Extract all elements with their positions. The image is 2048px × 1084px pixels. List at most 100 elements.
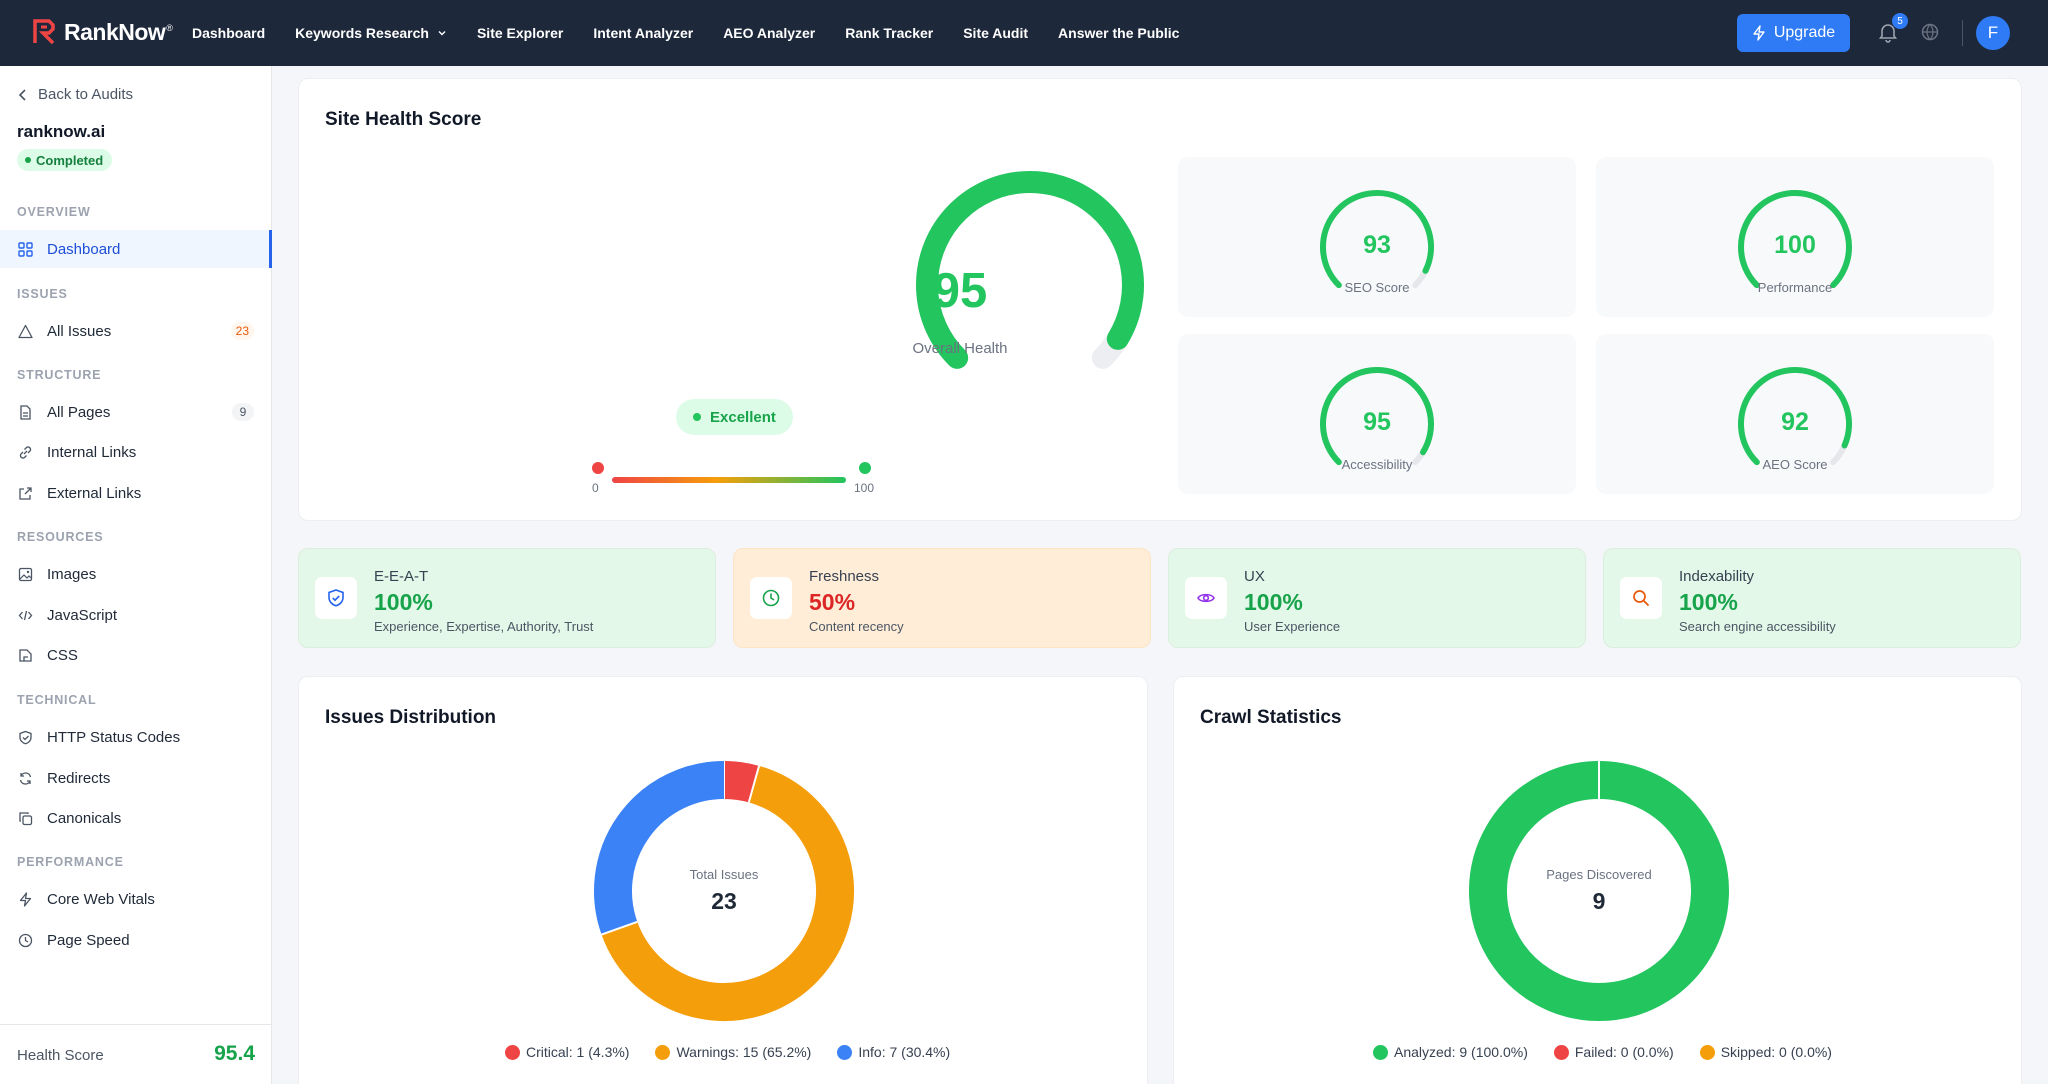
user-avatar[interactable]: F xyxy=(1976,16,2010,50)
site-health-card: Site Health Score 95 Overall Health Exce… xyxy=(298,78,2022,521)
lightning-icon xyxy=(1753,25,1765,41)
seo-score-value: 93 xyxy=(1363,231,1391,259)
sidebar-item-label: Redirects xyxy=(47,769,111,787)
nav-site-explorer[interactable]: Site Explorer xyxy=(476,25,564,41)
back-to-audits-link[interactable]: Back to Audits xyxy=(18,86,133,103)
health-rating-label: Excellent xyxy=(710,408,776,426)
globe-icon[interactable] xyxy=(1920,22,1940,42)
donut-slice-warnings[interactable] xyxy=(601,765,854,1021)
nav-keywords-research[interactable]: Keywords Research xyxy=(295,25,447,41)
nav-answer-the-public[interactable]: Answer the Public xyxy=(1058,25,1180,41)
sidebar-item-core-web-vitals[interactable]: Core Web Vitals xyxy=(0,880,272,918)
sidebar-item-label: CSS xyxy=(47,646,78,664)
section-structure: STRUCTURE xyxy=(17,368,102,382)
metric-title: UX xyxy=(1244,568,1265,585)
nav-intent-analyzer[interactable]: Intent Analyzer xyxy=(593,25,694,41)
bell-icon[interactable] xyxy=(1876,20,1900,44)
aeo-score-value: 92 xyxy=(1781,408,1809,436)
performance-score-gauge xyxy=(1738,189,1853,289)
ux-metric-card[interactable]: UX 100% User Experience xyxy=(1168,548,1586,648)
legend-swatch xyxy=(1553,1044,1569,1060)
donut-slice-info[interactable] xyxy=(594,761,725,935)
crawl-statistics-title: Crawl Statistics xyxy=(1200,707,1342,728)
sidebar-item-label: JavaScript xyxy=(47,606,118,624)
back-label: Back to Audits xyxy=(38,86,134,103)
code-icon xyxy=(18,610,33,620)
sidebar-item-all-pages[interactable]: All Pages 9 xyxy=(0,393,272,431)
legend-swatch xyxy=(1373,1044,1388,1060)
health-scale-bar xyxy=(612,477,846,483)
status-badge: Completed xyxy=(17,149,113,171)
sidebar-item-canonicals[interactable]: Canonicals xyxy=(0,799,272,837)
section-technical: TECHNICAL xyxy=(17,693,97,707)
legend-label: Skipped: 0 (0.0%) xyxy=(1720,1044,1832,1060)
upgrade-button[interactable]: Upgrade xyxy=(1737,14,1850,52)
overall-health-value: 95 xyxy=(932,264,988,318)
sidebar-item-label: HTTP Status Codes xyxy=(47,728,181,746)
sidebar-item-label: Canonicals xyxy=(47,809,122,827)
sidebar-item-css[interactable]: CSS xyxy=(0,636,272,674)
section-issues: ISSUES xyxy=(17,287,68,301)
sidebar-item-external-links[interactable]: External Links xyxy=(0,474,272,512)
sidebar-item-dashboard[interactable]: Dashboard xyxy=(0,230,272,268)
sidebar-item-label: Core Web Vitals xyxy=(47,890,155,908)
donut-slice-critical[interactable] xyxy=(723,761,760,803)
nav-aeo-analyzer[interactable]: AEO Analyzer xyxy=(723,25,816,41)
legend-swatch xyxy=(655,1044,671,1060)
health-rating-badge: Excellent xyxy=(676,399,793,435)
metric-description: Content recency xyxy=(809,619,904,634)
external-link-icon xyxy=(19,486,32,500)
issues-count-badge: 23 xyxy=(230,322,254,340)
sidebar-item-javascript[interactable]: JavaScript xyxy=(0,596,272,634)
metric-value: 50% xyxy=(809,589,856,615)
eeat-metric-card[interactable]: E-E-A-T 100% Experience, Expertise, Auth… xyxy=(298,548,716,648)
copy-icon xyxy=(19,811,33,825)
freshness-metric-card[interactable]: Freshness 50% Content recency xyxy=(733,548,1151,648)
scale-max-label: 100 xyxy=(854,481,875,495)
indexability-metric-card[interactable]: Indexability 100% Search engine accessib… xyxy=(1603,548,2021,648)
gauge-fill xyxy=(1320,189,1434,289)
legend-item-warnings[interactable]: Warnings: 15 (65.2%) xyxy=(655,1044,811,1060)
donut-separator xyxy=(601,920,638,936)
aeo-score-card: 92 AEO Score xyxy=(1596,334,1994,494)
clock-icon xyxy=(18,933,33,947)
metric-value: 100% xyxy=(1244,589,1303,615)
nav-dashboard[interactable]: Dashboard xyxy=(192,25,266,41)
ranknow-logo-icon xyxy=(33,19,55,45)
metric-description: User Experience xyxy=(1244,619,1341,634)
legend-label: Info: 7 (30.4%) xyxy=(858,1044,951,1060)
issues-center-value: 23 xyxy=(711,888,737,914)
legend-item-info[interactable]: Info: 7 (30.4%) xyxy=(837,1044,950,1060)
sidebar-item-redirects[interactable]: Redirects xyxy=(0,759,272,797)
sidebar-item-http-status-codes[interactable]: HTTP Status Codes xyxy=(0,718,272,756)
donut-slice-analyzed[interactable] xyxy=(1469,761,1729,1021)
sidebar-item-internal-links[interactable]: Internal Links xyxy=(0,433,272,471)
nav-site-audit[interactable]: Site Audit xyxy=(963,25,1029,41)
health-score-value: 95.4 xyxy=(214,1042,255,1065)
crawl-donut-chart xyxy=(1469,761,1729,1021)
sidebar-item-page-speed[interactable]: Page Speed xyxy=(0,921,272,959)
scale-min-label: 0 xyxy=(592,481,599,495)
legend-item-critical[interactable]: Critical: 1 (4.3%) xyxy=(505,1044,629,1060)
legend-item-analyzed[interactable]: Analyzed: 9 (100.0%) xyxy=(1373,1044,1528,1060)
performance-score-value: 100 xyxy=(1774,231,1816,259)
legend-item-failed[interactable]: Failed: 0 (0.0%) xyxy=(1553,1044,1674,1060)
brand-logo[interactable]: RankNow® xyxy=(32,18,173,46)
nav-rank-tracker[interactable]: Rank Tracker xyxy=(845,25,934,41)
brand-name: RankNow xyxy=(64,18,166,45)
legend-item-skipped[interactable]: Skipped: 0 (0.0%) xyxy=(1699,1044,1832,1060)
image-icon xyxy=(18,567,33,581)
main-nav: Dashboard Keywords Research Site Explore… xyxy=(192,0,1209,66)
lightning-icon xyxy=(19,891,32,907)
legend-swatch xyxy=(1699,1044,1715,1060)
issues-distribution-card: Issues Distribution Total Issues 23 Crit… xyxy=(298,676,1148,1084)
gauge-fill xyxy=(1320,366,1434,466)
health-score-footer: Health Score 95.4 xyxy=(0,1024,272,1084)
crawl-center-value: 9 xyxy=(1592,888,1606,914)
sidebar-item-all-issues[interactable]: All Issues 23 xyxy=(0,312,272,350)
sidebar-item-images[interactable]: Images xyxy=(0,555,272,593)
seo-score-card: 93 SEO Score xyxy=(1178,157,1576,317)
aeo-score-label: AEO Score xyxy=(1762,457,1828,472)
crawl-center-label: Pages Discovered xyxy=(1546,867,1652,882)
metric-value: 100% xyxy=(374,589,433,615)
